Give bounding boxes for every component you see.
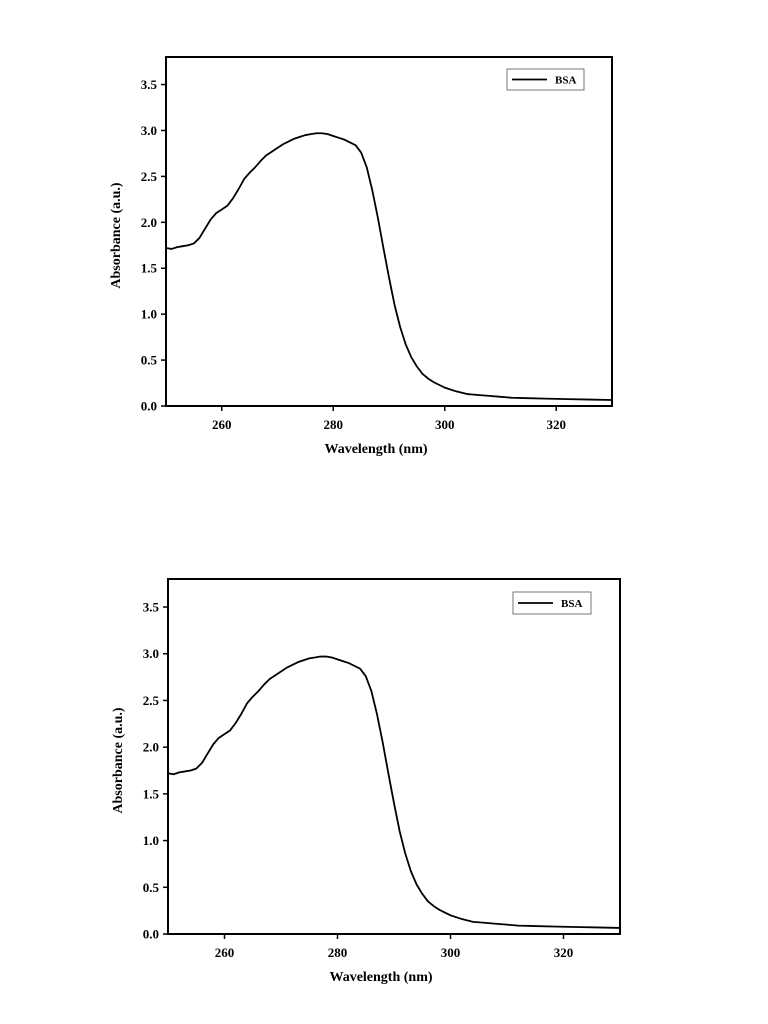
- y-tick-label: 2.5: [141, 169, 158, 184]
- x-tick-label: 300: [441, 945, 461, 960]
- y-tick-label: 0.0: [143, 927, 159, 942]
- y-tick-label: 1.5: [141, 261, 158, 276]
- y-tick-label: 3.0: [141, 123, 157, 138]
- y-tick-label: 3.0: [143, 646, 159, 661]
- y-axis-title: Absorbance (a.u.): [111, 707, 126, 814]
- x-tick-label: 260: [215, 945, 235, 960]
- x-tick-label: 260: [212, 417, 232, 432]
- chart-panel-bottom: 0.0 0.5 1.0 1.5 2.0 2.5 3.0 3.5 260 280 300 320 Wave…: [111, 578, 621, 985]
- x-axis-title: Wavelength (nm): [324, 442, 427, 457]
- chart-panel-top: 0.0 0.5 1.0 1.5 2.0 2.5 3.0 3.5 260 280 300 320 Wave…: [109, 56, 613, 457]
- plot-frame: [165, 56, 613, 407]
- x-tick-label: 300: [435, 417, 455, 432]
- x-axis-title: Wavelength (nm): [329, 970, 432, 985]
- x-tick-label: 280: [328, 945, 348, 960]
- y-tick-label: 1.0: [141, 307, 157, 322]
- series-line-bsa: [167, 655, 621, 929]
- y-tick-label: 1.5: [143, 786, 160, 801]
- series-line-bsa: [165, 132, 613, 401]
- y-axis-title: Absorbance (a.u.): [109, 182, 124, 289]
- legend-label: BSA: [555, 75, 576, 87]
- y-tick-label: 3.5: [141, 77, 158, 92]
- y-tick-label: 2.5: [143, 693, 160, 708]
- y-tick-label: 0.0: [141, 399, 157, 414]
- x-tick-label: 320: [554, 945, 574, 960]
- y-tick-label: 3.5: [143, 600, 160, 615]
- plot-frame: [167, 578, 621, 935]
- y-tick-label: 0.5: [141, 353, 158, 368]
- y-tick-label: 1.0: [143, 833, 159, 848]
- legend-label: BSA: [561, 598, 582, 610]
- x-tick-label: 320: [547, 417, 567, 432]
- x-tick-label: 280: [324, 417, 344, 432]
- y-tick-label: 2.0: [141, 215, 157, 230]
- y-tick-label: 2.0: [143, 740, 159, 755]
- y-tick-label: 0.5: [143, 880, 160, 895]
